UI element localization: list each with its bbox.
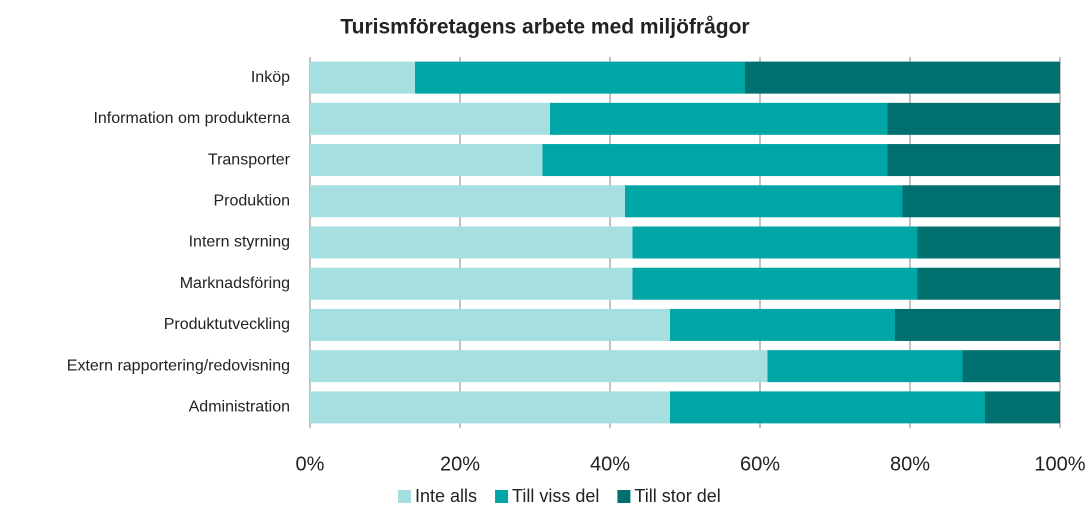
x-tick-label: 0% (296, 453, 325, 475)
legend-swatch (617, 490, 631, 503)
y-tick-label: Information om produkterna (93, 110, 290, 127)
bar-segment (985, 391, 1060, 424)
y-tick-label: Produktutveckling (164, 316, 290, 333)
bar-segment (670, 308, 895, 341)
x-tick-label: 60% (740, 453, 780, 475)
legend-label: Till stor del (634, 486, 720, 506)
bar-segment (670, 391, 985, 424)
bar-segment (767, 350, 963, 383)
legend-label: Till viss del (512, 486, 599, 506)
bar-segment (632, 267, 918, 300)
y-tick-label: Intern styrning (189, 234, 290, 251)
bar-segment (962, 350, 1060, 383)
bar-segment (550, 102, 888, 135)
legend-label: Inte alls (415, 486, 477, 506)
bar-segment (310, 391, 670, 424)
y-tick-label: Marknadsföring (180, 275, 290, 292)
x-tick-label: 80% (890, 453, 930, 475)
x-tick-label: 20% (440, 453, 480, 475)
y-tick-label: Extern rapportering/redovisning (67, 357, 290, 374)
y-tick-label: Transporter (208, 151, 291, 168)
legend-swatch (495, 490, 509, 503)
bar-segment (917, 267, 1060, 300)
bar-segment (310, 61, 415, 94)
y-tick-label: Produktion (214, 192, 291, 209)
bar-segment (745, 61, 1060, 94)
bar-segment (310, 102, 550, 135)
bar-segment (310, 350, 768, 383)
bar-segment (310, 144, 543, 177)
bar-segment (887, 144, 1060, 177)
bar-segment (895, 308, 1060, 341)
bar-segment (917, 226, 1060, 259)
bar-segment (902, 185, 1060, 218)
bar-segment (310, 308, 670, 341)
legend-swatch (398, 490, 411, 503)
bar-segment (887, 102, 1060, 135)
y-tick-label: Administration (189, 399, 290, 416)
bar-segment (415, 61, 745, 94)
bar-segment (310, 185, 625, 218)
bar-segment (632, 226, 918, 259)
x-tick-label: 40% (590, 453, 630, 475)
bar-segment (625, 185, 903, 218)
bar-segment (542, 144, 888, 177)
bar-segment (310, 226, 633, 259)
bar-segment (310, 267, 633, 300)
chart-title: Turismföretagens arbete med miljöfrågor (340, 16, 749, 39)
y-tick-label: Inköp (251, 69, 290, 86)
x-tick-label: 100% (1034, 453, 1085, 475)
